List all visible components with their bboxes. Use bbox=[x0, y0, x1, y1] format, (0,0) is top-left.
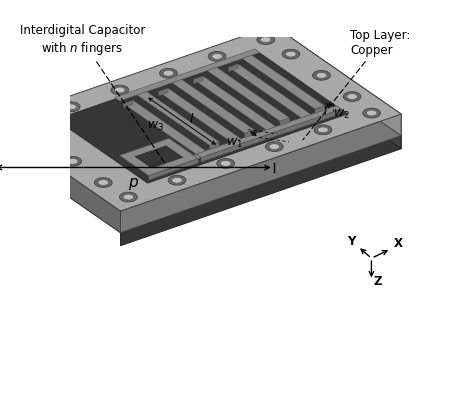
Polygon shape bbox=[196, 105, 341, 158]
Text: $p$: $p$ bbox=[128, 176, 139, 192]
Polygon shape bbox=[149, 158, 198, 180]
Ellipse shape bbox=[282, 49, 300, 59]
Ellipse shape bbox=[13, 146, 20, 150]
Ellipse shape bbox=[160, 68, 177, 78]
Polygon shape bbox=[50, 123, 56, 136]
Ellipse shape bbox=[14, 119, 31, 129]
Ellipse shape bbox=[66, 104, 76, 110]
Polygon shape bbox=[123, 98, 130, 110]
Polygon shape bbox=[172, 80, 255, 133]
Polygon shape bbox=[0, 25, 401, 211]
Ellipse shape bbox=[168, 176, 186, 185]
Ellipse shape bbox=[318, 127, 328, 133]
Ellipse shape bbox=[64, 156, 82, 166]
Polygon shape bbox=[197, 73, 203, 85]
Ellipse shape bbox=[366, 110, 377, 116]
Text: Y: Y bbox=[347, 234, 356, 248]
Text: Top Layer:
Copper: Top Layer: Copper bbox=[303, 29, 410, 140]
Ellipse shape bbox=[50, 133, 56, 138]
Polygon shape bbox=[242, 55, 325, 109]
Ellipse shape bbox=[119, 192, 137, 202]
Ellipse shape bbox=[94, 178, 112, 187]
Polygon shape bbox=[201, 109, 341, 162]
Text: X: X bbox=[393, 237, 402, 250]
Polygon shape bbox=[0, 47, 401, 233]
Ellipse shape bbox=[36, 137, 47, 143]
Polygon shape bbox=[13, 136, 20, 148]
Ellipse shape bbox=[98, 179, 109, 185]
Polygon shape bbox=[193, 76, 276, 130]
Text: Ground Layer:
Copper: Ground Layer: Copper bbox=[0, 397, 1, 398]
Ellipse shape bbox=[123, 194, 134, 200]
Ellipse shape bbox=[217, 158, 235, 168]
Polygon shape bbox=[228, 64, 238, 72]
Ellipse shape bbox=[265, 142, 283, 152]
Ellipse shape bbox=[115, 87, 125, 93]
Ellipse shape bbox=[314, 125, 332, 135]
Polygon shape bbox=[234, 60, 240, 72]
Polygon shape bbox=[137, 92, 219, 145]
Ellipse shape bbox=[285, 51, 296, 57]
Ellipse shape bbox=[257, 35, 274, 45]
Polygon shape bbox=[0, 123, 120, 233]
Polygon shape bbox=[114, 49, 260, 101]
Polygon shape bbox=[210, 142, 219, 150]
Ellipse shape bbox=[163, 70, 174, 76]
Ellipse shape bbox=[86, 121, 93, 125]
Ellipse shape bbox=[347, 94, 357, 100]
Ellipse shape bbox=[111, 85, 129, 95]
Polygon shape bbox=[123, 100, 133, 108]
Polygon shape bbox=[158, 88, 168, 96]
Polygon shape bbox=[135, 146, 182, 168]
Ellipse shape bbox=[234, 70, 240, 74]
Text: Z: Z bbox=[374, 275, 383, 289]
Ellipse shape bbox=[260, 37, 271, 43]
Polygon shape bbox=[315, 106, 325, 113]
Polygon shape bbox=[245, 130, 255, 138]
Ellipse shape bbox=[269, 144, 280, 150]
Polygon shape bbox=[280, 118, 290, 125]
Text: $l$: $l$ bbox=[189, 113, 194, 127]
Polygon shape bbox=[120, 136, 401, 246]
Ellipse shape bbox=[343, 92, 361, 101]
Polygon shape bbox=[120, 114, 401, 233]
Ellipse shape bbox=[220, 160, 231, 166]
Polygon shape bbox=[158, 88, 241, 142]
Polygon shape bbox=[207, 67, 290, 121]
Polygon shape bbox=[119, 138, 198, 176]
Ellipse shape bbox=[312, 70, 330, 80]
Polygon shape bbox=[86, 111, 93, 123]
Ellipse shape bbox=[197, 83, 203, 87]
Polygon shape bbox=[193, 76, 203, 84]
Ellipse shape bbox=[212, 53, 222, 59]
Ellipse shape bbox=[172, 177, 182, 183]
Ellipse shape bbox=[62, 102, 80, 112]
Polygon shape bbox=[273, 47, 401, 149]
Polygon shape bbox=[273, 25, 401, 136]
Ellipse shape bbox=[363, 108, 381, 118]
Ellipse shape bbox=[208, 51, 226, 61]
Text: Vias: Vias bbox=[0, 397, 1, 398]
Ellipse shape bbox=[316, 72, 327, 78]
Polygon shape bbox=[228, 64, 311, 118]
Polygon shape bbox=[56, 50, 348, 183]
Ellipse shape bbox=[67, 158, 78, 164]
Ellipse shape bbox=[17, 121, 28, 127]
Polygon shape bbox=[193, 154, 201, 158]
Text: Interdigital Capacitor
with $n$ fingers: Interdigital Capacitor with $n$ fingers bbox=[19, 24, 165, 163]
Polygon shape bbox=[160, 86, 167, 98]
Text: $w_1$: $w_1$ bbox=[226, 137, 243, 150]
Polygon shape bbox=[123, 100, 206, 154]
Ellipse shape bbox=[123, 108, 130, 112]
Ellipse shape bbox=[33, 135, 51, 145]
Text: $w_3$: $w_3$ bbox=[147, 119, 164, 133]
Text: $w_2$: $w_2$ bbox=[333, 108, 350, 121]
Ellipse shape bbox=[160, 96, 167, 100]
